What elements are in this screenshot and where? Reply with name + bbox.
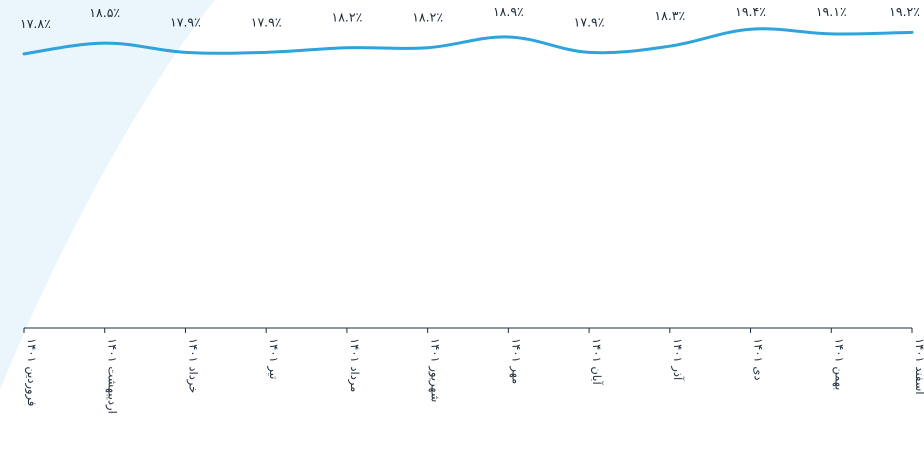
x-tick-label: مهر ۱۴۰۱ <box>508 338 523 384</box>
x-tick-label: تیر ۱۴۰۱ <box>266 338 281 379</box>
series-line <box>22 27 914 56</box>
data-label: ۱۸.۹٪ <box>493 4 524 19</box>
x-tick-label: شهریور ۱۴۰۱ <box>428 338 443 402</box>
data-label: ۱۷.۹٪ <box>251 14 282 29</box>
series-line-group <box>22 27 914 56</box>
x-axis <box>23 327 913 333</box>
data-label: ۱۸.۵٪ <box>89 5 120 20</box>
x-tick-label: خرداد ۱۴۰۱ <box>185 338 200 393</box>
data-label: ۱۹.۱٪ <box>816 4 847 19</box>
data-labels: ۱۷.۸٪ ۱۸.۵٪ ۱۷.۹٪ ۱۷.۹٪ ۱۸.۲٪ ۱۸.۲٪ ۱۸.۹٪ ۱۷.۹٪… <box>20 4 920 31</box>
data-label: ۱۸.۲٪ <box>331 10 362 25</box>
x-tick-label: اردیبهشت ۱۴۰۱ <box>105 338 120 414</box>
x-tick-label: آذر ۱۴۰۱ <box>670 338 685 381</box>
data-label: ۱۷.۹٪ <box>170 14 201 29</box>
data-label: ۱۷.۸٪ <box>20 16 51 31</box>
background-decoration <box>0 0 215 390</box>
data-label: ۱۹.۲٪ <box>889 4 920 19</box>
x-tick-label: اسفند ۱۴۰۱ <box>913 338 924 395</box>
x-tick-label: آبان ۱۴۰۱ <box>590 338 604 386</box>
x-tick-label: دی ۱۴۰۱ <box>752 338 766 381</box>
data-label: ۱۸.۲٪ <box>412 10 443 25</box>
x-tick-label: بهمن ۱۴۰۱ <box>831 338 846 390</box>
x-tick-label: فروردین ۱۴۰۱ <box>24 338 39 406</box>
data-label: ۱۷.۹٪ <box>574 14 605 29</box>
data-label: ۱۹.۴٪ <box>735 4 766 19</box>
x-tick-labels: فروردین ۱۴۰۱ اردیبهشت ۱۴۰۱ خرداد ۱۴۰۱ تیر ۱… <box>24 338 924 414</box>
x-tick-label: مرداد ۱۴۰۱ <box>347 338 362 392</box>
data-label: ۱۸.۳٪ <box>654 8 685 23</box>
